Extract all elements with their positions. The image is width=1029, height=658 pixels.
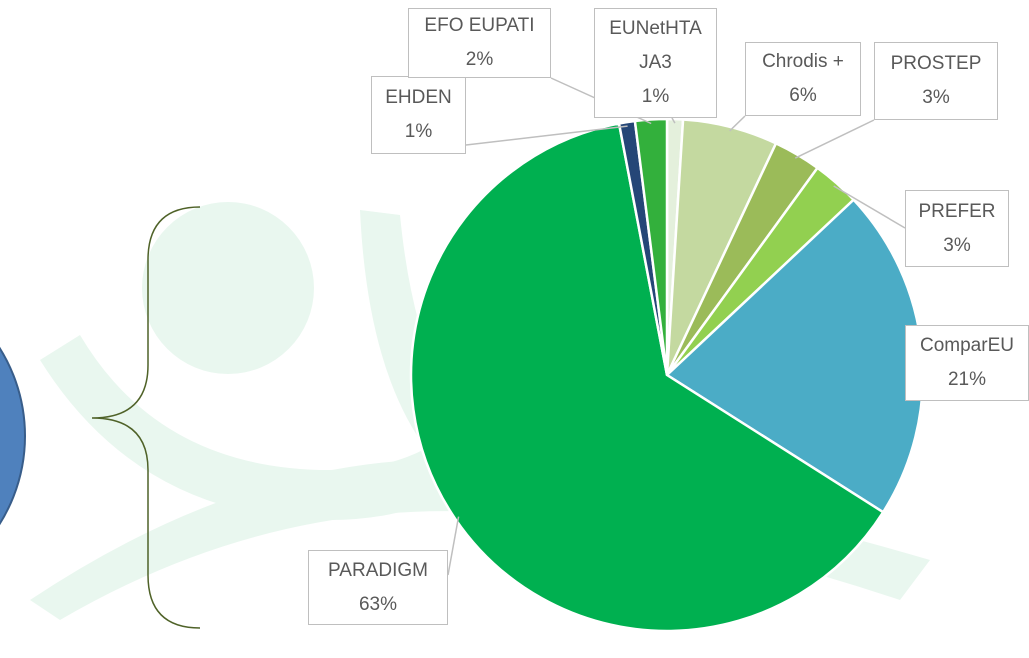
label-value: 1% [404,121,433,142]
label-name: PREFER [918,200,996,222]
leader-line [729,115,746,132]
data-label: EHDEN 1% [371,76,466,154]
label-value: 6% [789,85,817,106]
label-value: 21% [947,369,987,390]
label-name: PROSTEP [890,53,982,74]
data-label: PROSTEP 3% [874,42,998,120]
data-label: EFO EUPATI 2% [408,8,551,78]
leader-line [794,119,875,159]
data-label: PREFER 3% [905,190,1009,267]
label-value: 2% [465,49,494,70]
label-name: ComparEU [920,335,1014,356]
brace [91,206,201,629]
leader-line [465,125,628,146]
data-label: EUNetHTA JA3 1% [594,8,717,118]
label-name: PARADIGM [328,559,428,581]
leader-line [833,185,906,229]
pie-slice [633,117,669,376]
label-name: EUNetHTA JA3 [609,18,702,73]
leader-line [447,516,460,576]
blue-shape [0,346,26,526]
pie [409,117,925,633]
label-name: Chrodis + [762,51,844,72]
data-label: ComparEU 21% [905,325,1029,401]
label-name: EFO EUPATI [424,15,535,36]
label-value: 3% [922,87,950,108]
label-name: EHDEN [385,87,452,108]
label-value: 63% [358,593,398,615]
data-label: PARADIGM 63% [308,550,448,625]
label-value: 1% [641,86,670,107]
label-value: 3% [943,234,971,256]
leader-line [671,117,676,124]
pie-slice [409,122,885,633]
data-label: Chrodis + 6% [745,42,861,116]
